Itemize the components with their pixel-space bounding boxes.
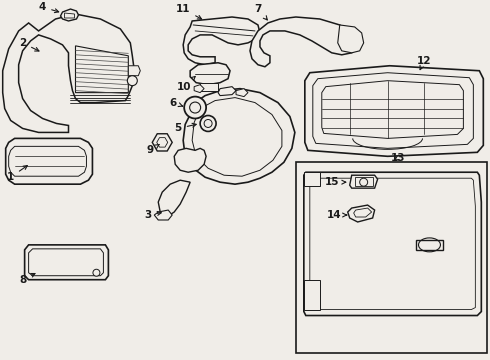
Polygon shape xyxy=(194,85,204,93)
Circle shape xyxy=(127,76,137,86)
Text: 9: 9 xyxy=(147,144,159,155)
Text: 3: 3 xyxy=(145,210,161,220)
Polygon shape xyxy=(174,148,206,172)
Polygon shape xyxy=(313,73,473,148)
Polygon shape xyxy=(355,177,372,186)
Circle shape xyxy=(184,96,206,118)
Circle shape xyxy=(190,102,200,113)
Polygon shape xyxy=(338,25,364,53)
Polygon shape xyxy=(348,205,375,222)
Polygon shape xyxy=(6,138,93,184)
Text: 13: 13 xyxy=(391,153,405,163)
Text: 10: 10 xyxy=(177,76,195,92)
Polygon shape xyxy=(236,89,248,96)
Text: 2: 2 xyxy=(19,38,39,51)
Polygon shape xyxy=(310,178,475,310)
Polygon shape xyxy=(350,175,378,188)
Text: 11: 11 xyxy=(176,4,201,19)
Circle shape xyxy=(200,116,216,131)
Polygon shape xyxy=(158,180,190,216)
Polygon shape xyxy=(304,280,320,310)
Polygon shape xyxy=(28,249,103,276)
Polygon shape xyxy=(61,9,78,21)
Polygon shape xyxy=(65,13,74,18)
Circle shape xyxy=(93,269,100,276)
Text: 14: 14 xyxy=(326,210,347,220)
Polygon shape xyxy=(2,14,134,132)
Polygon shape xyxy=(190,63,230,85)
Polygon shape xyxy=(250,17,358,67)
Polygon shape xyxy=(354,208,371,217)
Polygon shape xyxy=(152,134,172,151)
Polygon shape xyxy=(296,162,488,353)
Polygon shape xyxy=(75,46,128,93)
Polygon shape xyxy=(183,89,295,184)
Polygon shape xyxy=(200,83,218,91)
Polygon shape xyxy=(24,245,108,280)
Text: 15: 15 xyxy=(324,177,345,187)
Text: 4: 4 xyxy=(39,2,59,13)
Text: 7: 7 xyxy=(254,4,268,20)
Polygon shape xyxy=(9,147,86,176)
Polygon shape xyxy=(305,66,483,156)
Polygon shape xyxy=(322,81,464,138)
Polygon shape xyxy=(154,210,172,220)
Text: 12: 12 xyxy=(417,56,432,69)
Polygon shape xyxy=(304,172,481,315)
Circle shape xyxy=(204,120,212,127)
Polygon shape xyxy=(192,98,282,176)
Text: 1: 1 xyxy=(7,166,27,182)
Text: 8: 8 xyxy=(19,274,35,285)
Circle shape xyxy=(360,178,368,186)
Polygon shape xyxy=(128,66,140,76)
Polygon shape xyxy=(304,172,320,186)
Text: 5: 5 xyxy=(174,123,196,134)
Polygon shape xyxy=(183,17,260,65)
Text: 6: 6 xyxy=(170,98,183,108)
Polygon shape xyxy=(416,240,443,250)
Polygon shape xyxy=(218,87,236,96)
Polygon shape xyxy=(157,138,168,147)
